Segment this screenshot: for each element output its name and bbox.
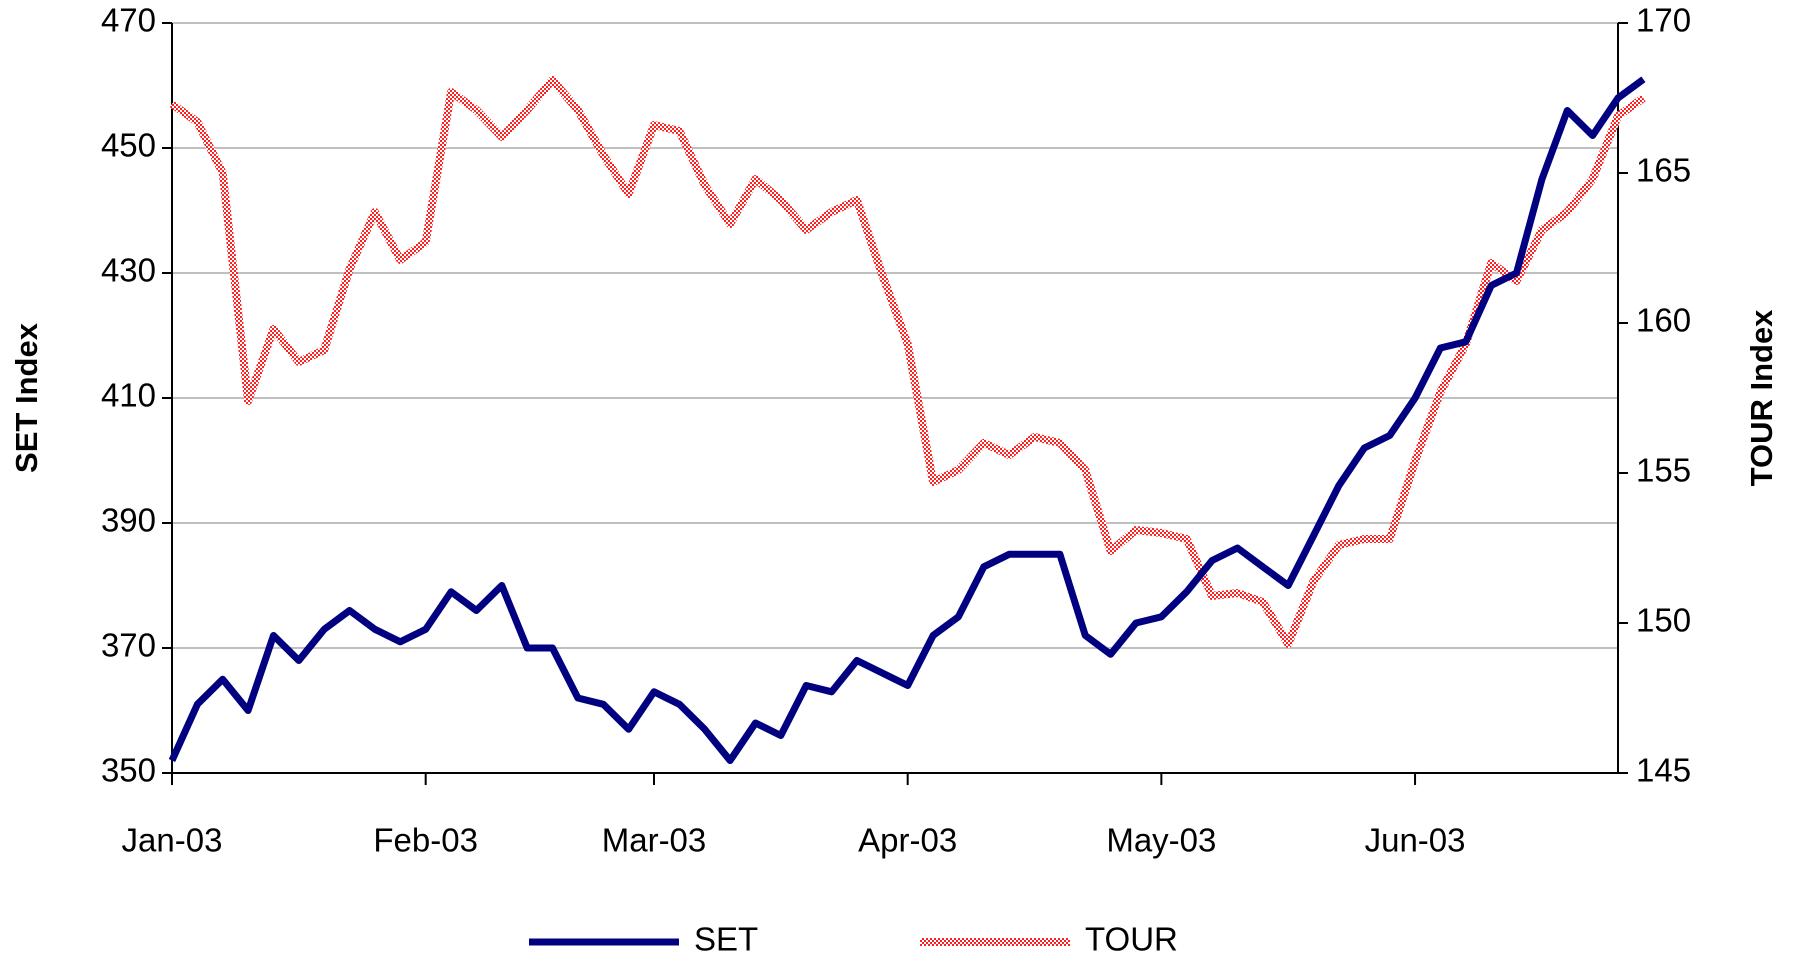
y-tick-label: 410 bbox=[101, 377, 156, 414]
y-tick-label: 470 bbox=[101, 2, 156, 39]
y-axis-title: SET Index bbox=[9, 322, 44, 473]
x-tick-label: Mar-03 bbox=[602, 822, 707, 859]
y-tick-label: 350 bbox=[101, 752, 156, 789]
y2-tick-label: 145 bbox=[1636, 752, 1691, 789]
x-tick-label: Jun-03 bbox=[1365, 822, 1466, 859]
x-tick-label: May-03 bbox=[1106, 822, 1216, 859]
y2-tick-label: 160 bbox=[1636, 302, 1691, 339]
y-tick-label: 450 bbox=[101, 127, 156, 164]
y2-tick-label: 170 bbox=[1636, 2, 1691, 39]
y2-tick-label: 150 bbox=[1636, 602, 1691, 639]
x-tick-label: Apr-03 bbox=[858, 822, 957, 859]
legend-label: TOUR bbox=[1085, 921, 1178, 958]
y-tick-label: 430 bbox=[101, 252, 156, 289]
y-tick-label: 390 bbox=[101, 502, 156, 539]
series-line bbox=[168, 76, 1646, 764]
y2-tick-label: 155 bbox=[1636, 452, 1691, 489]
x-tick-label: Feb-03 bbox=[373, 822, 478, 859]
y2-axis-title: TOUR Index bbox=[1744, 309, 1779, 487]
series-line bbox=[169, 76, 1646, 648]
y2-tick-label: 165 bbox=[1636, 152, 1691, 189]
y-tick-label: 370 bbox=[101, 627, 156, 664]
x-tick-label: Jan-03 bbox=[122, 822, 223, 859]
legend-label: SET bbox=[694, 921, 758, 958]
